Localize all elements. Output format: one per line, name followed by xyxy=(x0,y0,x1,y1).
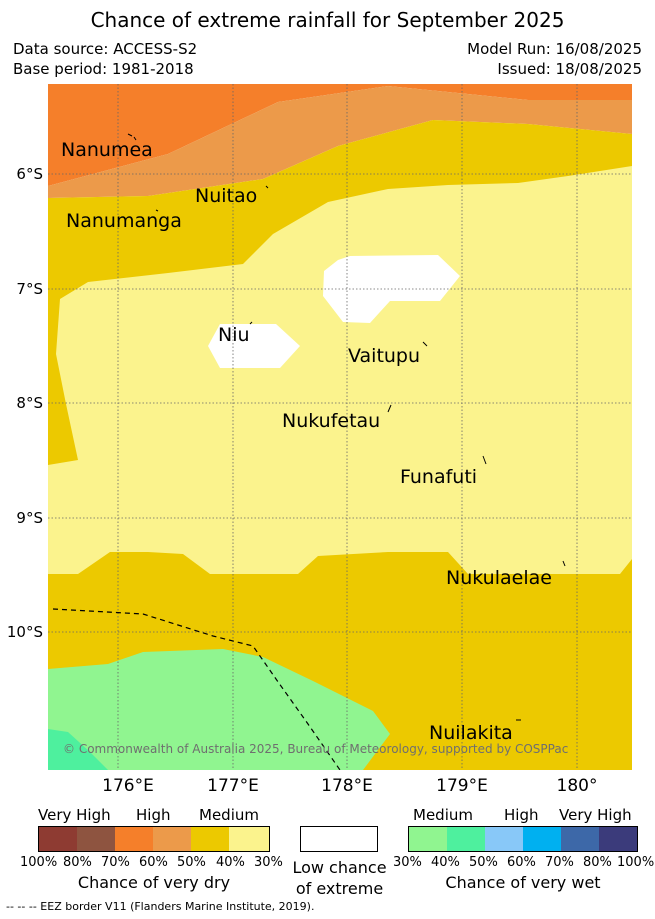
legend-wet-tick: 40% xyxy=(431,855,460,870)
legend-swatch xyxy=(39,827,78,851)
legend-wet-tick: 60% xyxy=(507,855,536,870)
latitude-label: 9°S xyxy=(16,509,43,527)
longitude-label: 176°E xyxy=(102,776,154,796)
legend-wet-tick: 80% xyxy=(583,855,612,870)
place-label-nuitao: Nuitao xyxy=(195,185,258,207)
place-label-nukulaelae: Nukulaelae xyxy=(446,567,552,589)
legend-swatch xyxy=(229,827,269,851)
place-label-nuilakita: Nuilakita xyxy=(429,722,513,744)
latitude-label: 6°S xyxy=(16,165,43,183)
copyright-notice: © Commonwealth of Australia 2025, Bureau… xyxy=(63,742,569,756)
island-marks xyxy=(127,133,566,721)
legend-swatch xyxy=(191,827,230,851)
high-dry-zone xyxy=(48,86,632,198)
very-high-dry-zone xyxy=(48,84,632,186)
longitude-label: 179°E xyxy=(436,776,488,796)
place-label-nanumea: Nanumea xyxy=(61,139,153,161)
issued-date: Issued: 18/08/2025 xyxy=(497,60,642,78)
place-label-nukufetau: Nukufetau xyxy=(282,410,381,432)
legend-wet-category: High xyxy=(504,806,539,824)
legend-low-chance-title: Low chance xyxy=(292,858,387,877)
latitude-label: 7°S xyxy=(16,280,43,298)
legend-swatch xyxy=(599,827,637,851)
legend-dry-tick: 30% xyxy=(254,855,283,870)
legend-swatch xyxy=(485,827,524,851)
base-period: Base period: 1981-2018 xyxy=(13,60,194,78)
legend-dry-tick: 80% xyxy=(63,855,92,870)
legend-dry-tick: 60% xyxy=(139,855,168,870)
low-chance-patch-niu xyxy=(208,324,300,368)
legend-swatch xyxy=(561,827,600,851)
medium-wet-30-zone xyxy=(48,649,390,770)
longitude-label: 178°E xyxy=(321,776,373,796)
legend-swatch xyxy=(153,827,192,851)
rainfall-map xyxy=(48,84,632,770)
legend-wet-tick: 50% xyxy=(469,855,498,870)
latitude-label: 10°S xyxy=(6,623,43,641)
legend-swatch xyxy=(409,827,448,851)
legend-wet-tick: 70% xyxy=(545,855,574,870)
longitude-label: 177°E xyxy=(207,776,259,796)
place-label-niu: Niu xyxy=(218,324,250,346)
legend-dry-title: Chance of very dry xyxy=(77,873,231,892)
eez-border-footnote: -- -- -- EEZ border V11 (Flanders Marine… xyxy=(6,900,315,913)
legend-dry-category: High xyxy=(136,806,171,824)
legend-dry-tick: 100% xyxy=(20,855,58,870)
legend-swatch xyxy=(447,827,486,851)
legend-wet-tick: 100% xyxy=(617,855,655,870)
legend-wet-category: Medium xyxy=(413,806,473,824)
legend-wet-tick: 30% xyxy=(393,855,422,870)
legend-low-chance-swatch xyxy=(300,826,378,852)
place-label-nanumanga: Nanumanga xyxy=(66,210,182,232)
legend-swatch xyxy=(77,827,116,851)
place-label-vaitupu: Vaitupu xyxy=(348,345,421,367)
legend-dry-category: Medium xyxy=(199,806,259,824)
map-title: Chance of extreme rainfall for September… xyxy=(90,8,565,32)
legend-dry-tick: 40% xyxy=(216,855,245,870)
eez-border xyxy=(52,608,341,770)
data-source: Data source: ACCESS-S2 xyxy=(13,40,198,58)
latitude-label: 8°S xyxy=(16,394,43,412)
legend-wet-category: Very High xyxy=(559,806,632,824)
legend-swatch xyxy=(115,827,154,851)
legend-dry-category: Very High xyxy=(38,806,111,824)
legend-wet-colorbar xyxy=(408,826,638,852)
graticule xyxy=(48,84,632,770)
legend-dry-colorbar xyxy=(38,826,270,852)
legend-swatch xyxy=(523,827,562,851)
longitude-label: 180° xyxy=(556,776,598,796)
low-dry-zone xyxy=(48,166,632,574)
medium-wet-40-zone xyxy=(48,729,108,770)
legend-wet-title: Chance of very wet xyxy=(445,873,601,892)
model-run: Model Run: 16/08/2025 xyxy=(467,40,642,58)
legend-dry-tick: 70% xyxy=(101,855,130,870)
legend-low-chance-title: of extreme xyxy=(295,879,384,898)
legend-dry-tick: 50% xyxy=(177,855,206,870)
place-label-funafuti: Funafuti xyxy=(400,466,478,488)
